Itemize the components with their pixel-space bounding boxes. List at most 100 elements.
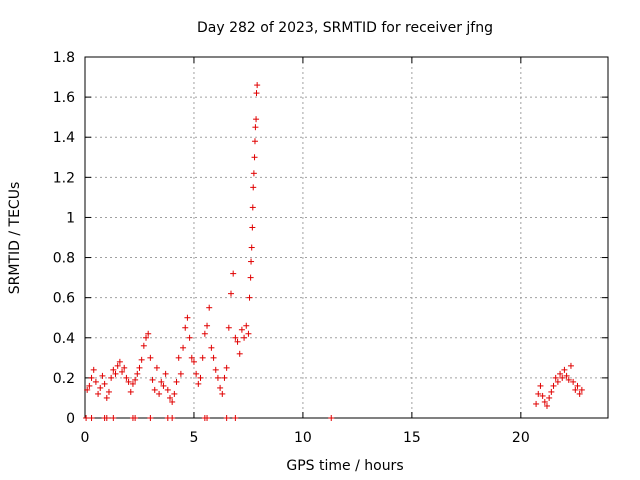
x-axis-label: GPS time / hours [286,458,403,474]
data-point [116,358,123,365]
data-point [204,415,211,421]
y-tick-label: 1.2 [53,170,75,186]
data-point [140,342,147,349]
data-point [147,354,154,361]
data-point [125,378,132,385]
data-point [232,334,239,341]
data-point [557,370,564,377]
data-point [217,384,224,391]
data-point [103,415,110,421]
y-tick-labels: 0 0.2 0.4 0.6 0.8 1 1.2 1.4 1.6 1.8 [53,50,75,427]
data-point [249,224,256,231]
data-point [88,415,95,421]
data-point [238,326,245,333]
data-point [123,374,130,381]
data-point [105,388,112,395]
data-point [537,382,544,389]
data-point [119,368,126,375]
data-point [559,374,566,381]
data-point [574,382,581,389]
data-point [550,382,557,389]
data-point [535,390,542,397]
x-tick-label: 10 [294,430,312,446]
data-point [83,415,90,421]
data-point [252,124,259,131]
data-point [245,330,252,337]
data-point [250,184,257,191]
data-point [249,204,256,211]
data-point [99,372,106,379]
data-point [243,322,250,329]
data-point [541,398,548,405]
data-point [164,386,171,393]
data-point [84,386,91,393]
data-point [190,358,197,365]
y-tick-label: 1.6 [53,90,75,106]
data-point [554,378,561,385]
data-point [241,334,248,341]
data-point [86,382,93,389]
data-point [143,334,150,341]
y-tick-label: 1 [66,210,75,226]
data-point [248,258,255,265]
data-point [153,364,160,371]
x-tick-label: 20 [512,430,530,446]
data-point [132,415,139,421]
data-point [129,380,136,387]
data-point [151,386,158,393]
data-point [201,330,208,337]
y-tick-label: 0.6 [53,291,75,307]
data-point [250,170,257,177]
data-point [110,415,117,421]
data-point [533,400,540,407]
data-point [121,364,128,371]
data-point [162,370,169,377]
data-point [254,82,261,89]
axis-ticks [84,56,608,419]
y-tick-label: 1.4 [53,130,75,146]
data-point [186,334,193,341]
data-point [221,374,228,381]
grid [85,57,608,418]
data-point [219,390,226,397]
data-point [173,378,180,385]
data-point [251,138,258,145]
data-point [114,362,121,369]
y-tick-label: 1.8 [53,50,75,66]
data-point [171,390,178,397]
data-point [546,394,553,401]
data-point [127,388,134,395]
data-point [188,354,195,361]
x-tick-label: 5 [189,430,198,446]
data-point [112,370,119,377]
data-point [543,402,550,409]
data-point [563,372,570,379]
data-point [132,376,139,383]
data-point [136,364,143,371]
data-point [95,390,102,397]
data-point [230,270,237,277]
data-point [214,374,221,381]
data-point [247,274,254,281]
data-point [138,356,145,363]
x-tick-label: 0 [81,430,90,446]
y-tick-label: 0 [66,411,75,427]
y-tick-label: 0.4 [53,331,75,347]
data-point [147,415,154,421]
data-point [567,362,574,369]
data-point [158,378,165,385]
data-point [134,370,141,377]
data-point [169,415,176,421]
data-point [156,390,163,397]
x-tick-labels: 0 5 10 15 20 [81,430,530,446]
data-point [223,364,230,371]
data-point [248,244,255,251]
data-point [195,380,202,387]
chart-title: Day 282 of 2023, SRMTID for receiver jfn… [197,20,493,36]
data-point [110,366,117,373]
y-axis-label: SRMTID / TECUs [7,182,23,295]
data-point [232,415,239,421]
data-point [184,314,191,321]
data-point [328,415,335,421]
